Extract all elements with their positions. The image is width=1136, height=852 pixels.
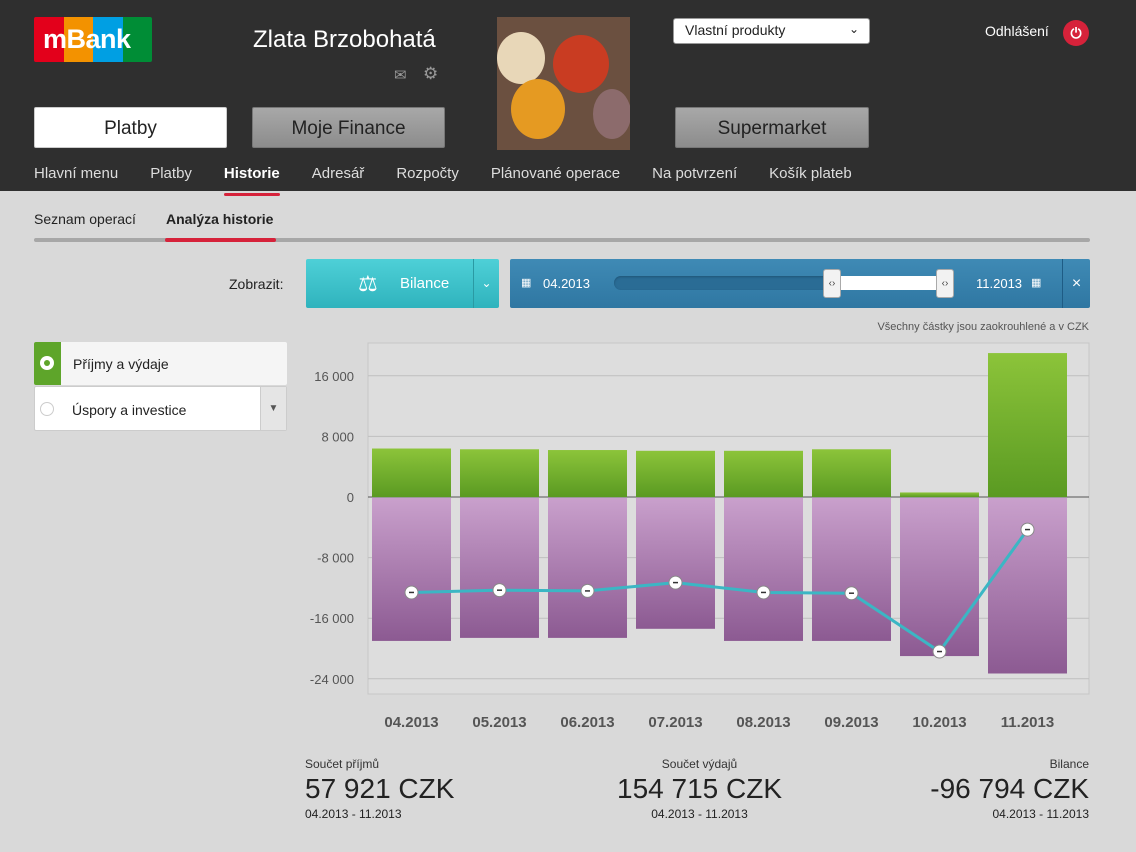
y-tick-label: -24 000 [310,672,354,687]
x-tick-label: 06.2013 [560,714,614,731]
tab-seznam-operaci[interactable]: Seznam operací [34,211,136,227]
filter-label: Příjmy a výdaje [73,356,169,372]
income-bar [372,448,451,497]
subnav-platby[interactable]: Platby [150,165,192,182]
filter-savings-investments[interactable]: Úspory a investice ▼ [34,386,287,431]
subnav-na-potvrzeni[interactable]: Na potvrzení [652,165,738,182]
filter-label: Úspory a investice [72,402,187,418]
range-fill [832,276,944,290]
date-range: ▦ 04.2013 ‹› ‹› 11.2013 ▦ × [510,259,1090,308]
summary-balance: Bilance -96 794 CZK 04.2013 - 11.2013 [930,757,1089,821]
mail-icon[interactable]: ✉ [394,67,407,84]
view-select-label: Bilance [400,275,450,292]
chevron-down-icon[interactable]: ⌄ [473,259,499,308]
tab-active-indicator [165,238,276,242]
caret-down-icon[interactable]: ▼ [260,387,286,430]
expense-bar [900,498,979,657]
y-tick-label: 16 000 [314,369,354,384]
summary-value: -96 794 CZK [930,773,1089,804]
product-select-label: Vlastní produkty [685,22,786,38]
balance-line [404,522,1035,659]
filter-income-expenses[interactable]: Příjmy a výdaje [34,342,287,385]
date-to: 11.2013 [976,276,1023,291]
summary-value: 57 921 CZK [305,773,455,804]
gear-icon[interactable]: ⚙ [423,64,439,83]
balance-chart: 16 000 8 000 0 -8 000 -16 000 -24 000 04.2013… [310,342,1090,731]
radio-unchecked-icon[interactable] [40,402,54,416]
summary-label: Bilance [1049,757,1089,771]
x-tick-label: 09.2013 [824,714,878,731]
summary-period: 04.2013 - 11.2013 [305,807,402,821]
tab-underline [34,238,1090,242]
product-select[interactable]: Vlastní produkty ⌄ [673,18,870,44]
x-tick-label: 10.2013 [912,714,966,731]
header: mBank Zlata Brzobohatá ✉ ⚙ Vlastní produ… [0,0,1136,196]
bars [372,353,1067,674]
date-from: 04.2013 [543,276,590,291]
y-tick-label: 0 [347,490,354,505]
sub-nav: Hlavní menu Platby Historie Adresář Rozp… [34,165,884,196]
mbank-logo[interactable]: mBank [34,17,152,62]
power-icon[interactable]: ⏻ [1063,20,1089,46]
summary-income: Součet příjmů 57 921 CZK 04.2013 - 11.20… [305,757,454,821]
income-bar [636,450,715,497]
y-tick-label: 8 000 [321,429,354,444]
subnav-historie[interactable]: Historie [223,165,280,196]
summary-label: Součet příjmů [305,757,380,771]
x-axis: 04.2013 05.2013 06.2013 07.2013 08.2013 09.20… [384,714,1054,731]
expense-bar [460,498,539,638]
summary-expenses: Součet výdajů 154 715 CZK 04.2013 - 11.2… [617,757,782,821]
close-icon[interactable]: × [1062,259,1090,308]
income-bar [988,353,1067,497]
subnav-adresar[interactable]: Adresář [311,165,365,182]
expense-bar [548,498,627,638]
income-bar [460,449,539,497]
chevron-down-icon: ⌄ [848,22,859,36]
balance-polyline [411,528,1029,654]
x-tick-label: 08.2013 [736,714,790,731]
calendar-icon[interactable]: ▦ [1031,277,1042,289]
range-handle-start[interactable]: ‹› [823,269,841,298]
user-name: Zlata Brzobohatá [253,26,436,53]
tab-analyza-historie[interactable]: Analýza historie [166,211,274,227]
expense-bar [372,498,451,641]
nav-platby[interactable]: Platby [34,107,227,148]
spice-photo [497,17,630,150]
nav-moje-finance[interactable]: Moje Finance [252,107,445,148]
expense-bar [724,498,803,641]
calendar-icon[interactable]: ▦ [521,277,532,289]
scale-icon: ⚖ [358,271,378,296]
logo-text: mBank [43,24,131,54]
x-tick-label: 04.2013 [384,714,438,731]
income-bar [548,450,627,497]
summary-period: 04.2013 - 11.2013 [651,807,748,821]
display-label: Zobrazit: [229,276,284,292]
range-handle-end[interactable]: ‹› [936,269,954,298]
subnav-kosik-plateb[interactable]: Košík plateb [769,165,852,182]
nav-supermarket[interactable]: Supermarket [675,107,869,148]
expense-bar [636,498,715,629]
x-tick-label: 11.2013 [1001,714,1054,731]
income-bar [812,449,891,497]
x-tick-label: 07.2013 [648,714,702,731]
summary-value: 154 715 CZK [617,773,782,804]
subnav-rozpocty[interactable]: Rozpočty [396,165,459,182]
income-bar [900,492,979,497]
subnav-planovane-operace[interactable]: Plánované operace [490,165,621,182]
x-tick-label: 05.2013 [472,714,526,731]
logout-link[interactable]: Odhlášení [985,23,1049,39]
y-tick-label: -8 000 [317,551,354,566]
income-bar [724,450,803,497]
view-select[interactable]: ⚖ Bilance ⌄ [306,259,499,308]
summary-label: Součet výdajů [661,757,738,771]
radio-checked-icon[interactable] [40,356,54,370]
subnav-hlavni-menu[interactable]: Hlavní menu [34,165,119,182]
summary-period: 04.2013 - 11.2013 [992,807,1089,821]
y-tick-label: -16 000 [310,611,354,626]
expense-bar [812,498,891,641]
y-axis: 16 000 8 000 0 -8 000 -16 000 -24 000 [310,369,354,687]
rounding-note: Všechny částky jsou zaokrouhlené a v CZK [877,321,1089,333]
